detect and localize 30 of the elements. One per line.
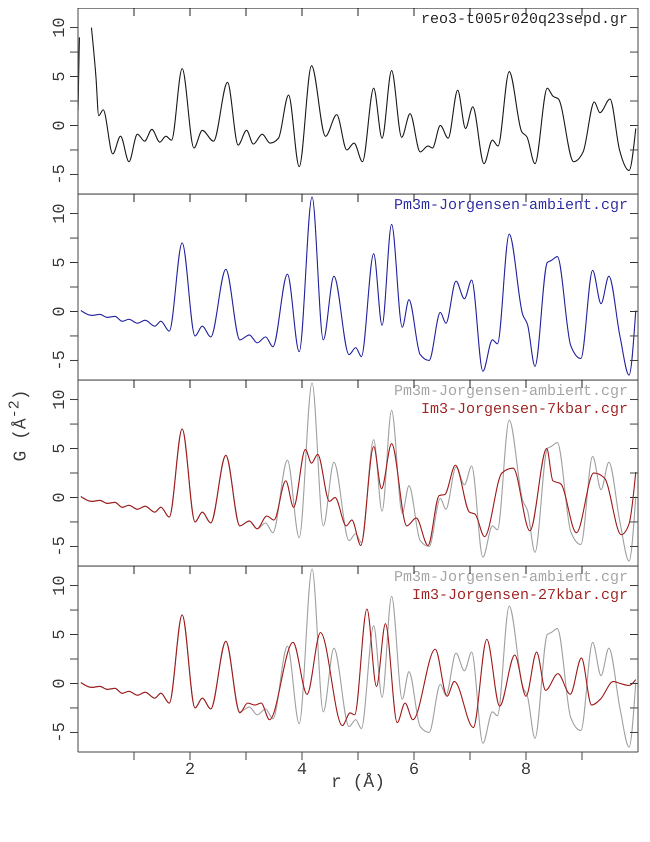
text: Im3-Jorgensen-27kbar.cgr bbox=[410, 587, 628, 605]
x-tick-label: 2 bbox=[184, 761, 196, 780]
y-tick-label: 10 bbox=[51, 17, 70, 38]
y-tick-label: 10 bbox=[51, 389, 70, 410]
y-tick-label: 0 bbox=[51, 678, 70, 689]
y-tick-label: 0 bbox=[51, 306, 70, 317]
line-series bbox=[80, 196, 636, 376]
y-tick-label: -5 bbox=[51, 536, 70, 557]
x-tick-label: 4 bbox=[296, 761, 308, 780]
y-tick-label: 5 bbox=[51, 443, 70, 454]
x-tick-label: 6 bbox=[408, 761, 420, 780]
y-tick-label: 10 bbox=[51, 575, 70, 596]
y-tick-label: -5 bbox=[51, 164, 70, 185]
series-label: Pm3m-Jorgensen-ambient.cgr bbox=[394, 569, 628, 587]
y-tick-label: -5 bbox=[51, 350, 70, 371]
y-tick-label: 0 bbox=[51, 492, 70, 503]
text: reo3-t005r020q23sepd.gr bbox=[420, 11, 628, 29]
series-label: Pm3m-Jorgensen-ambient.cgr bbox=[394, 383, 628, 401]
x-tick-label: 8 bbox=[520, 761, 532, 780]
series-label: Pm3m-Jorgensen-ambient.cgr bbox=[394, 197, 628, 215]
y-tick-label: 10 bbox=[51, 203, 70, 224]
y-tick-label: 5 bbox=[51, 71, 70, 82]
y-tick-label: 5 bbox=[51, 257, 70, 268]
text: Im3-Jorgensen-7kbar.cgr bbox=[420, 401, 628, 419]
x-axis-title: r (Å) bbox=[330, 772, 386, 793]
y-tick-label: 5 bbox=[51, 629, 70, 640]
y-tick-label: 0 bbox=[51, 120, 70, 131]
line-series bbox=[80, 428, 636, 546]
y-tick-label: -5 bbox=[51, 722, 70, 743]
line-series bbox=[80, 608, 636, 728]
